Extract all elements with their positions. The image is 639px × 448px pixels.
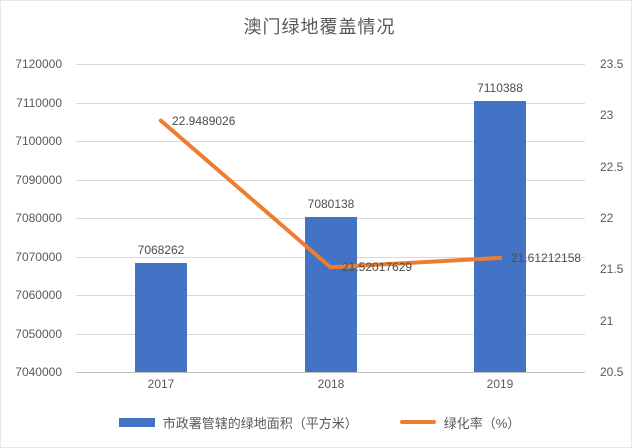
gridline [76,141,585,142]
y-right-tick-label: 22.5 [600,160,624,174]
bar-value-label: 7080138 [307,197,355,211]
y-right-tick-label: 22 [600,211,614,225]
plot-area [76,64,585,373]
y-right-tick-label: 23.5 [600,57,624,71]
y-left-tick-label: 7080000 [15,211,62,225]
y-left-tick-label: 7070000 [15,250,62,264]
legend-label: 绿化率（%） [443,415,521,431]
rate-line [158,118,503,270]
legend-line-swatch [399,420,436,424]
chart-title: 澳门绿地覆盖情况 [243,17,396,37]
y-left-tick-label: 7120000 [15,57,62,71]
legend-label: 市政署管辖的绿地面积（平方米） [162,415,358,431]
gridline [76,180,585,181]
y-left-tick-label: 7110000 [16,96,62,110]
y-right-tick-label: 21 [600,314,614,328]
bar-2018 [305,217,357,372]
right-value-axis: 23.5 23 22.5 22 21.5 21 20.5 [600,57,639,379]
legend: 市政署管辖的绿地面积（平方米） 绿化率（%） [0,410,639,434]
category-axis: 2017 2018 2019 [76,377,585,393]
y-left-tick-label: 7060000 [15,288,62,302]
x-tick-label: 2019 [486,377,514,391]
line-value-label: 21.61212158 [511,251,582,265]
legend-item: 市政署管辖的绿地面积（平方米） [118,413,358,432]
bar-2017 [135,263,187,372]
y-right-tick-label: 20.5 [600,365,624,379]
x-tick-label: 2017 [147,377,175,391]
y-left-tick-label: 7050000 [15,327,62,341]
legend-item: 绿化率（%） [399,413,521,432]
y-left-tick-label: 7100000 [15,134,62,148]
bar-value-label: 7068262 [137,243,185,257]
line-value-label: 22.9489026 [172,114,236,128]
x-tick-label: 2018 [317,377,345,391]
gridline [76,64,585,65]
x-axis-line [76,372,585,373]
left-value-axis: 7120000 7110000 7100000 7090000 7080000 70700… [0,57,62,379]
y-right-tick-label: 21.5 [600,262,624,276]
bar-2019 [474,101,526,372]
line-value-label: 21.52017629 [342,260,413,274]
gridline [76,103,585,104]
y-left-tick-label: 7090000 [15,173,62,187]
y-left-tick-label: 7040000 [15,365,62,379]
bar-value-label: 7110388 [477,81,523,95]
legend-bar-swatch [118,417,155,427]
y-right-tick-label: 23 [600,108,614,122]
